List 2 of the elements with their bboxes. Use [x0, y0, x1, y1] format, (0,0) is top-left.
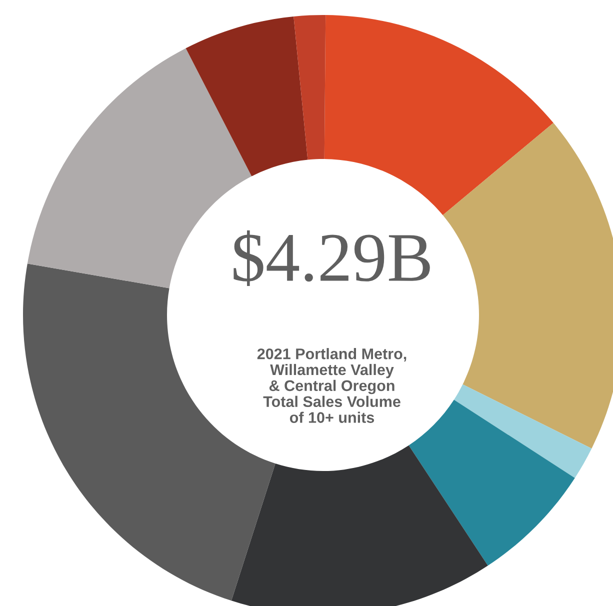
text: 2021 Portland Metro, Willamette Valley & Central Oregon Total Sales Volume of 10+ units	[257, 348, 406, 423]
text: $4.29B	[234, 230, 430, 286]
